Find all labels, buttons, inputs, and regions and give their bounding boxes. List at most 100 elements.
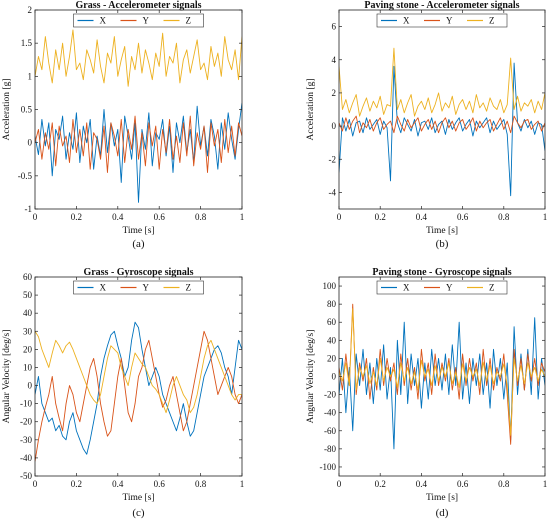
- y-tick-label: -2: [329, 154, 337, 164]
- legend-label-z: Z: [489, 283, 495, 293]
- legend-label-y: Y: [143, 16, 150, 26]
- chart-title: Paving stone - Gyroscope signals: [372, 267, 511, 278]
- y-tick-label: 2: [28, 5, 33, 15]
- y-tick-label: 20: [23, 344, 33, 354]
- axes-box: [338, 9, 546, 210]
- y-tick-label: -40: [20, 453, 32, 463]
- x-axis-label: Time [s]: [426, 493, 458, 503]
- legend: X Y Z: [376, 280, 508, 295]
- y-tick-label: 0: [28, 381, 33, 391]
- legend-label-z: Z: [186, 283, 192, 293]
- y-tick-label: 6: [332, 22, 337, 32]
- legend: X Y Z: [73, 13, 204, 28]
- x-tick-label: 1: [543, 212, 548, 222]
- x-tick-label: 1: [240, 212, 245, 222]
- panel-caption: (b): [436, 238, 449, 250]
- y-tick-label: 40: [23, 308, 33, 318]
- y-tick-label: -20: [20, 417, 32, 427]
- x-tick-label: 0.6: [457, 479, 469, 489]
- y-tick-label: 2: [332, 88, 337, 98]
- chart-panel-2: 0 0.2 0.4 0.6 0.8 1 -50 -40 -30 -20 -10 0 10 20 30 40 50…: [2, 267, 244, 519]
- panel-caption: (c): [132, 507, 145, 519]
- y-tick-label: 50: [23, 290, 33, 300]
- y-tick-label: -80: [324, 444, 336, 454]
- legend: X Y Z: [73, 280, 204, 295]
- x-tick-label: 0: [33, 212, 38, 222]
- y-tick-label: -4: [329, 187, 337, 197]
- y-tick-label: -40: [324, 408, 336, 418]
- x-tick-label: 0.6: [154, 479, 166, 489]
- x-tick-label: 0.6: [457, 212, 469, 222]
- legend-label-x: X: [403, 283, 410, 293]
- panel-caption: (a): [132, 238, 145, 250]
- y-tick-label: -20: [324, 390, 336, 400]
- series-line-x: [339, 62, 545, 197]
- series-line-x: [35, 102, 242, 203]
- legend-label-x: X: [100, 16, 107, 26]
- y-tick-label: 0: [28, 138, 33, 148]
- series-line-x: [35, 321, 242, 455]
- chart-title: Grass - Accelerometer signals: [76, 0, 202, 11]
- series-line-y: [339, 303, 545, 445]
- y-axis-label: Angular Velocity [deg/s]: [306, 330, 316, 424]
- y-tick-label: 40: [327, 335, 337, 345]
- x-tick-label: 1: [240, 479, 245, 489]
- legend-box: [376, 13, 508, 28]
- x-tick-label: 0.8: [498, 212, 510, 222]
- x-tick-label: 0.6: [154, 212, 166, 222]
- y-axis-label: Angular Velocity [deg/s]: [2, 330, 12, 424]
- series-line-z: [339, 47, 545, 117]
- chart-panel-1: 0 0.2 0.4 0.6 0.8 1 -4 -2 0 2 4 6 Paving stone - Acc…: [306, 0, 547, 250]
- legend-label-z: Z: [186, 16, 192, 26]
- x-axis-label: Time [s]: [426, 226, 458, 236]
- legend-label-y: Y: [143, 283, 150, 293]
- x-tick-label: 0.2: [71, 479, 82, 489]
- chart-panel-0: 0 0.2 0.4 0.6 0.8 1 -1 -0.5 0 0.5 1 1.5 2 Grass - Acc…: [2, 0, 244, 250]
- y-tick-label: 0: [332, 121, 337, 131]
- legend-box: [73, 280, 204, 295]
- x-tick-label: 0: [337, 212, 342, 222]
- legend: X Y Z: [376, 13, 508, 28]
- x-tick-label: 0.2: [71, 212, 82, 222]
- y-axis-label: Acceleration [g]: [2, 79, 12, 141]
- legend-box: [376, 280, 508, 295]
- y-tick-label: 1: [28, 71, 33, 81]
- y-tick-label: 80: [327, 299, 337, 309]
- y-tick-label: -60: [324, 426, 336, 436]
- x-tick-label: 0: [337, 479, 342, 489]
- x-tick-label: 0.8: [195, 479, 207, 489]
- x-tick-label: 0.4: [416, 479, 428, 489]
- y-tick-label: -50: [20, 471, 32, 481]
- x-tick-label: 0.2: [375, 212, 386, 222]
- y-tick-label: 0.5: [21, 105, 33, 115]
- x-axis-label: Time [s]: [122, 226, 154, 236]
- series-line-z: [339, 308, 545, 436]
- series-line-z: [35, 29, 242, 87]
- panel-caption: (d): [436, 507, 449, 519]
- axes-box: [34, 276, 243, 477]
- legend-label-z: Z: [489, 16, 495, 26]
- chart-panel-3: 0 0.2 0.4 0.6 0.8 1 -100 -80 -60 -40 -20 0 20 40 60 80 1…: [306, 267, 547, 519]
- legend-label-x: X: [100, 283, 107, 293]
- legend-label-x: X: [403, 16, 410, 26]
- y-tick-label: -0.5: [18, 171, 33, 181]
- x-tick-label: 0.8: [195, 212, 207, 222]
- y-tick-label: 20: [327, 353, 337, 363]
- x-tick-label: 1: [543, 479, 548, 489]
- x-tick-label: 0.4: [112, 212, 124, 222]
- y-tick-label: 60: [327, 317, 337, 327]
- plot-area: [339, 277, 545, 476]
- chart-title: Paving stone - Accelerometer signals: [364, 0, 519, 11]
- y-tick-label: -1: [25, 204, 33, 214]
- chart-title: Grass - Gyroscope signals: [83, 267, 193, 278]
- x-tick-label: 0.4: [416, 212, 428, 222]
- y-tick-label: 60: [23, 272, 33, 282]
- y-tick-label: -100: [320, 462, 337, 472]
- series-line-y: [35, 330, 242, 462]
- legend-label-y: Y: [446, 283, 453, 293]
- x-tick-label: 0: [33, 479, 38, 489]
- series-line-y: [35, 115, 242, 173]
- series-line-y: [339, 115, 545, 134]
- series-line-z: [35, 331, 242, 414]
